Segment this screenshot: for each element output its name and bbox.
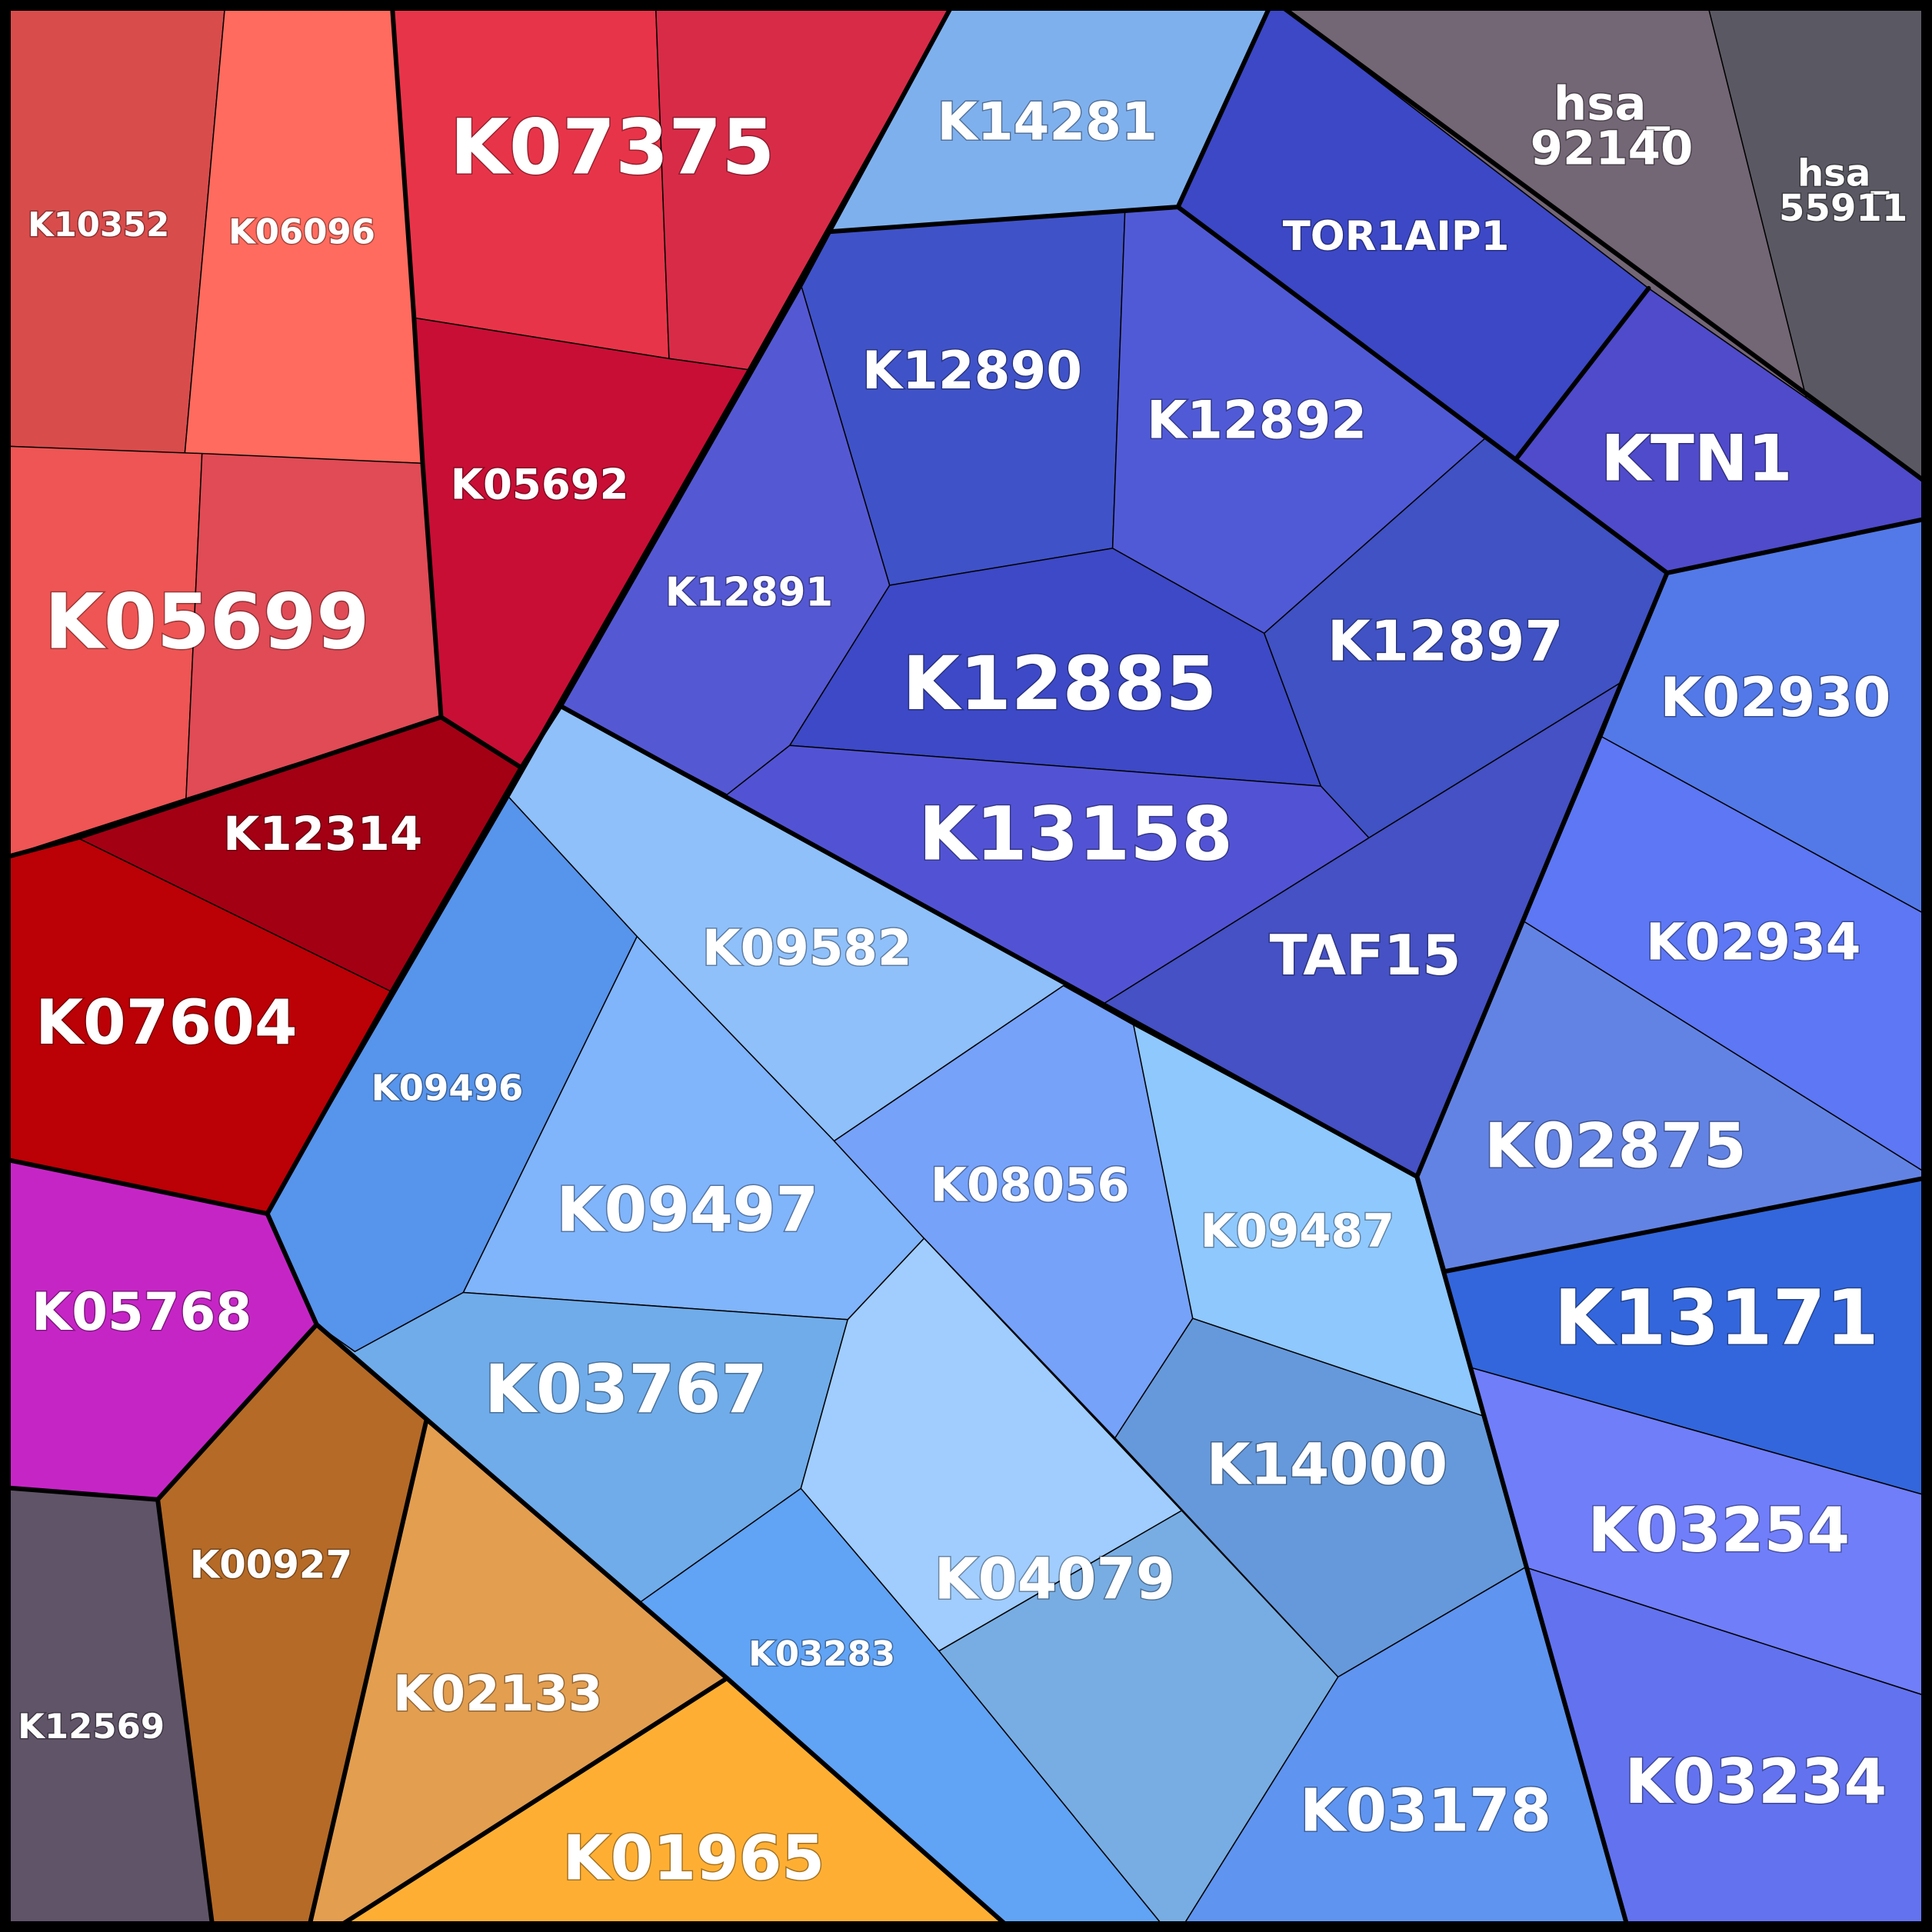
cell-label-hsa_92140: hsa_ 92140 — [1531, 76, 1694, 175]
cell-label-k10352: K10352 — [28, 206, 169, 245]
group-border-7 — [328, 1676, 730, 1932]
labels-layer: K10352 K06096 K07375 K05692 K05699 K12314 K076… — [17, 75, 1909, 1895]
group-border-1 — [0, 0, 958, 1216]
group-border-9 — [1270, 0, 1932, 489]
cell-label-k12569: K12569 — [18, 1706, 165, 1747]
cell-label-k09487: K09487 — [1201, 1204, 1394, 1257]
cell-label-k00927: K00927 — [190, 1543, 352, 1587]
cell-label-k03283: K03283 — [748, 1633, 895, 1674]
cell-label-k03178: K03178 — [1300, 1777, 1551, 1846]
cell-label-k08056: K08056 — [931, 1158, 1130, 1213]
cell-label-k02875: K02875 — [1484, 1110, 1747, 1181]
cell-label-k04079: K04079 — [934, 1547, 1175, 1612]
group-border-0 — [389, 0, 524, 771]
cell-label-k13171: K13171 — [1554, 1274, 1878, 1363]
cell-k03178[interactable] — [1178, 1567, 1630, 1932]
cell-label-k12890: K12890 — [862, 341, 1082, 401]
cell-label-taf15: TAF15 — [1270, 924, 1461, 988]
cell-label-ktn1: KTN1 — [1601, 421, 1792, 496]
cell-label-k12891: K12891 — [665, 570, 833, 616]
cell-label-k09582: K09582 — [702, 921, 912, 978]
cell-label-k01965: K01965 — [563, 1822, 825, 1894]
cell-label-k02930: K02930 — [1661, 666, 1891, 729]
cell-label-k03234: K03234 — [1625, 1746, 1887, 1817]
cell-label-k07375: K07375 — [450, 104, 774, 192]
group-border-2 — [0, 715, 444, 861]
cell-label-k14000: K14000 — [1207, 1432, 1447, 1497]
cell-label-k14281: K14281 — [938, 92, 1158, 152]
cell-label-k03767: K03767 — [485, 1351, 768, 1428]
cell-label-k13158: K13158 — [918, 791, 1233, 878]
cell-label-k05692: K05692 — [451, 460, 629, 509]
group-border-13 — [1414, 570, 1670, 1179]
group-border-3 — [0, 1211, 319, 1502]
group-border-14 — [1414, 1174, 1932, 1274]
cell-hsa_55911[interactable] — [1706, 0, 1932, 488]
group-border-6 — [305, 1418, 429, 1932]
cell-label-k03254: K03254 — [1587, 1494, 1850, 1566]
cell-label-k02133: K02133 — [393, 1666, 603, 1723]
cell-label-k02934: K02934 — [1646, 914, 1860, 972]
cell-label-k05768: K05768 — [32, 1282, 251, 1342]
cell-label-hsa_55911: hsa_ 55911 — [1779, 152, 1907, 231]
cell-label-k05699: K05699 — [45, 578, 369, 667]
cell-label-tor1aip1: TOR1AIP1 — [1283, 213, 1510, 260]
group-border-11 — [1513, 285, 1651, 462]
cell-label-k12885: K12885 — [902, 641, 1217, 727]
cell-label-k07604: K07604 — [35, 987, 298, 1058]
cell-label-k12897: K12897 — [1327, 610, 1564, 675]
cell-label-k06096: K06096 — [228, 212, 375, 252]
cell-label-k09496: K09496 — [371, 1068, 524, 1109]
cell-label-k12892: K12892 — [1147, 390, 1367, 450]
cell-label-k12314: K12314 — [223, 807, 422, 861]
cell-label-k09497: K09497 — [557, 1174, 819, 1246]
group-border-4 — [155, 1497, 216, 1932]
